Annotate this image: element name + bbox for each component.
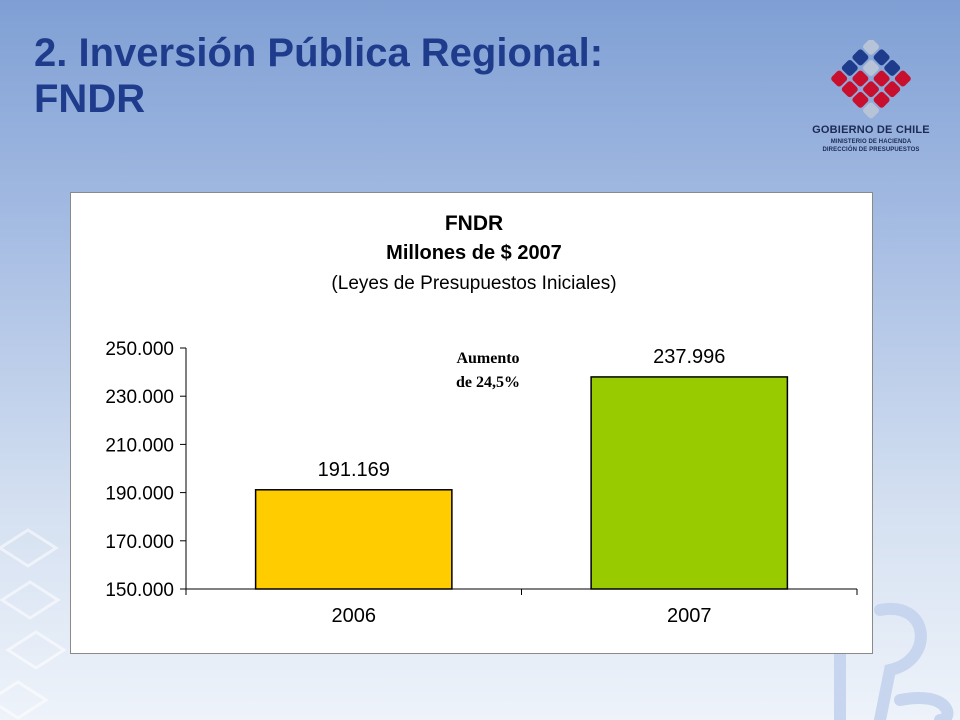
chart-panel: FNDR Millones de $ 2007 (Leyes de Presup…: [70, 192, 873, 654]
chile-government-logo-icon: [831, 40, 911, 119]
chart-subtitle-2: (Leyes de Presupuestos Iniciales): [331, 273, 616, 294]
y-tick-label: 250.000: [105, 339, 174, 360]
y-tick-label: 190.000: [105, 484, 174, 505]
annotation-line1: Aumento: [456, 350, 519, 367]
bar-2006: [254, 489, 453, 590]
data-label-2007: 237.996: [653, 346, 725, 368]
y-tick-label: 170.000: [105, 532, 174, 553]
logo-text: GOBIERNO DE CHILE: [812, 124, 930, 136]
x-tick-label-2007: 2007: [667, 605, 712, 627]
bar-chart: FNDR Millones de $ 2007 (Leyes de Presup…: [105, 212, 858, 627]
x-tick-label-2006: 2006: [332, 605, 377, 627]
slide-title-line1: 2. Inversión Pública Regional:: [34, 31, 604, 75]
y-tick-label: 150.000: [105, 580, 174, 601]
chart-subtitle: Millones de $ 2007: [386, 242, 562, 264]
data-label-2006: 191.169: [318, 459, 390, 481]
y-tick-label: 210.000: [105, 435, 174, 456]
government-logo: GOBIERNO DE CHILE MINISTERIO DE HACIENDA…: [806, 40, 936, 160]
slide-title: 2. Inversión Pública Regional: FNDR: [34, 30, 754, 122]
annotation-line2: de 24,5%: [456, 374, 520, 391]
bar-2007: [590, 376, 789, 590]
logo-ministry-text: MINISTERIO DE HACIENDA: [830, 139, 912, 145]
y-tick-label: 230.000: [105, 387, 174, 408]
slide-title-line2: FNDR: [34, 77, 146, 121]
logo-direction-text: DIRECCIÓN DE PRESUPUESTOS: [822, 147, 920, 153]
chart-title: FNDR: [445, 212, 503, 235]
